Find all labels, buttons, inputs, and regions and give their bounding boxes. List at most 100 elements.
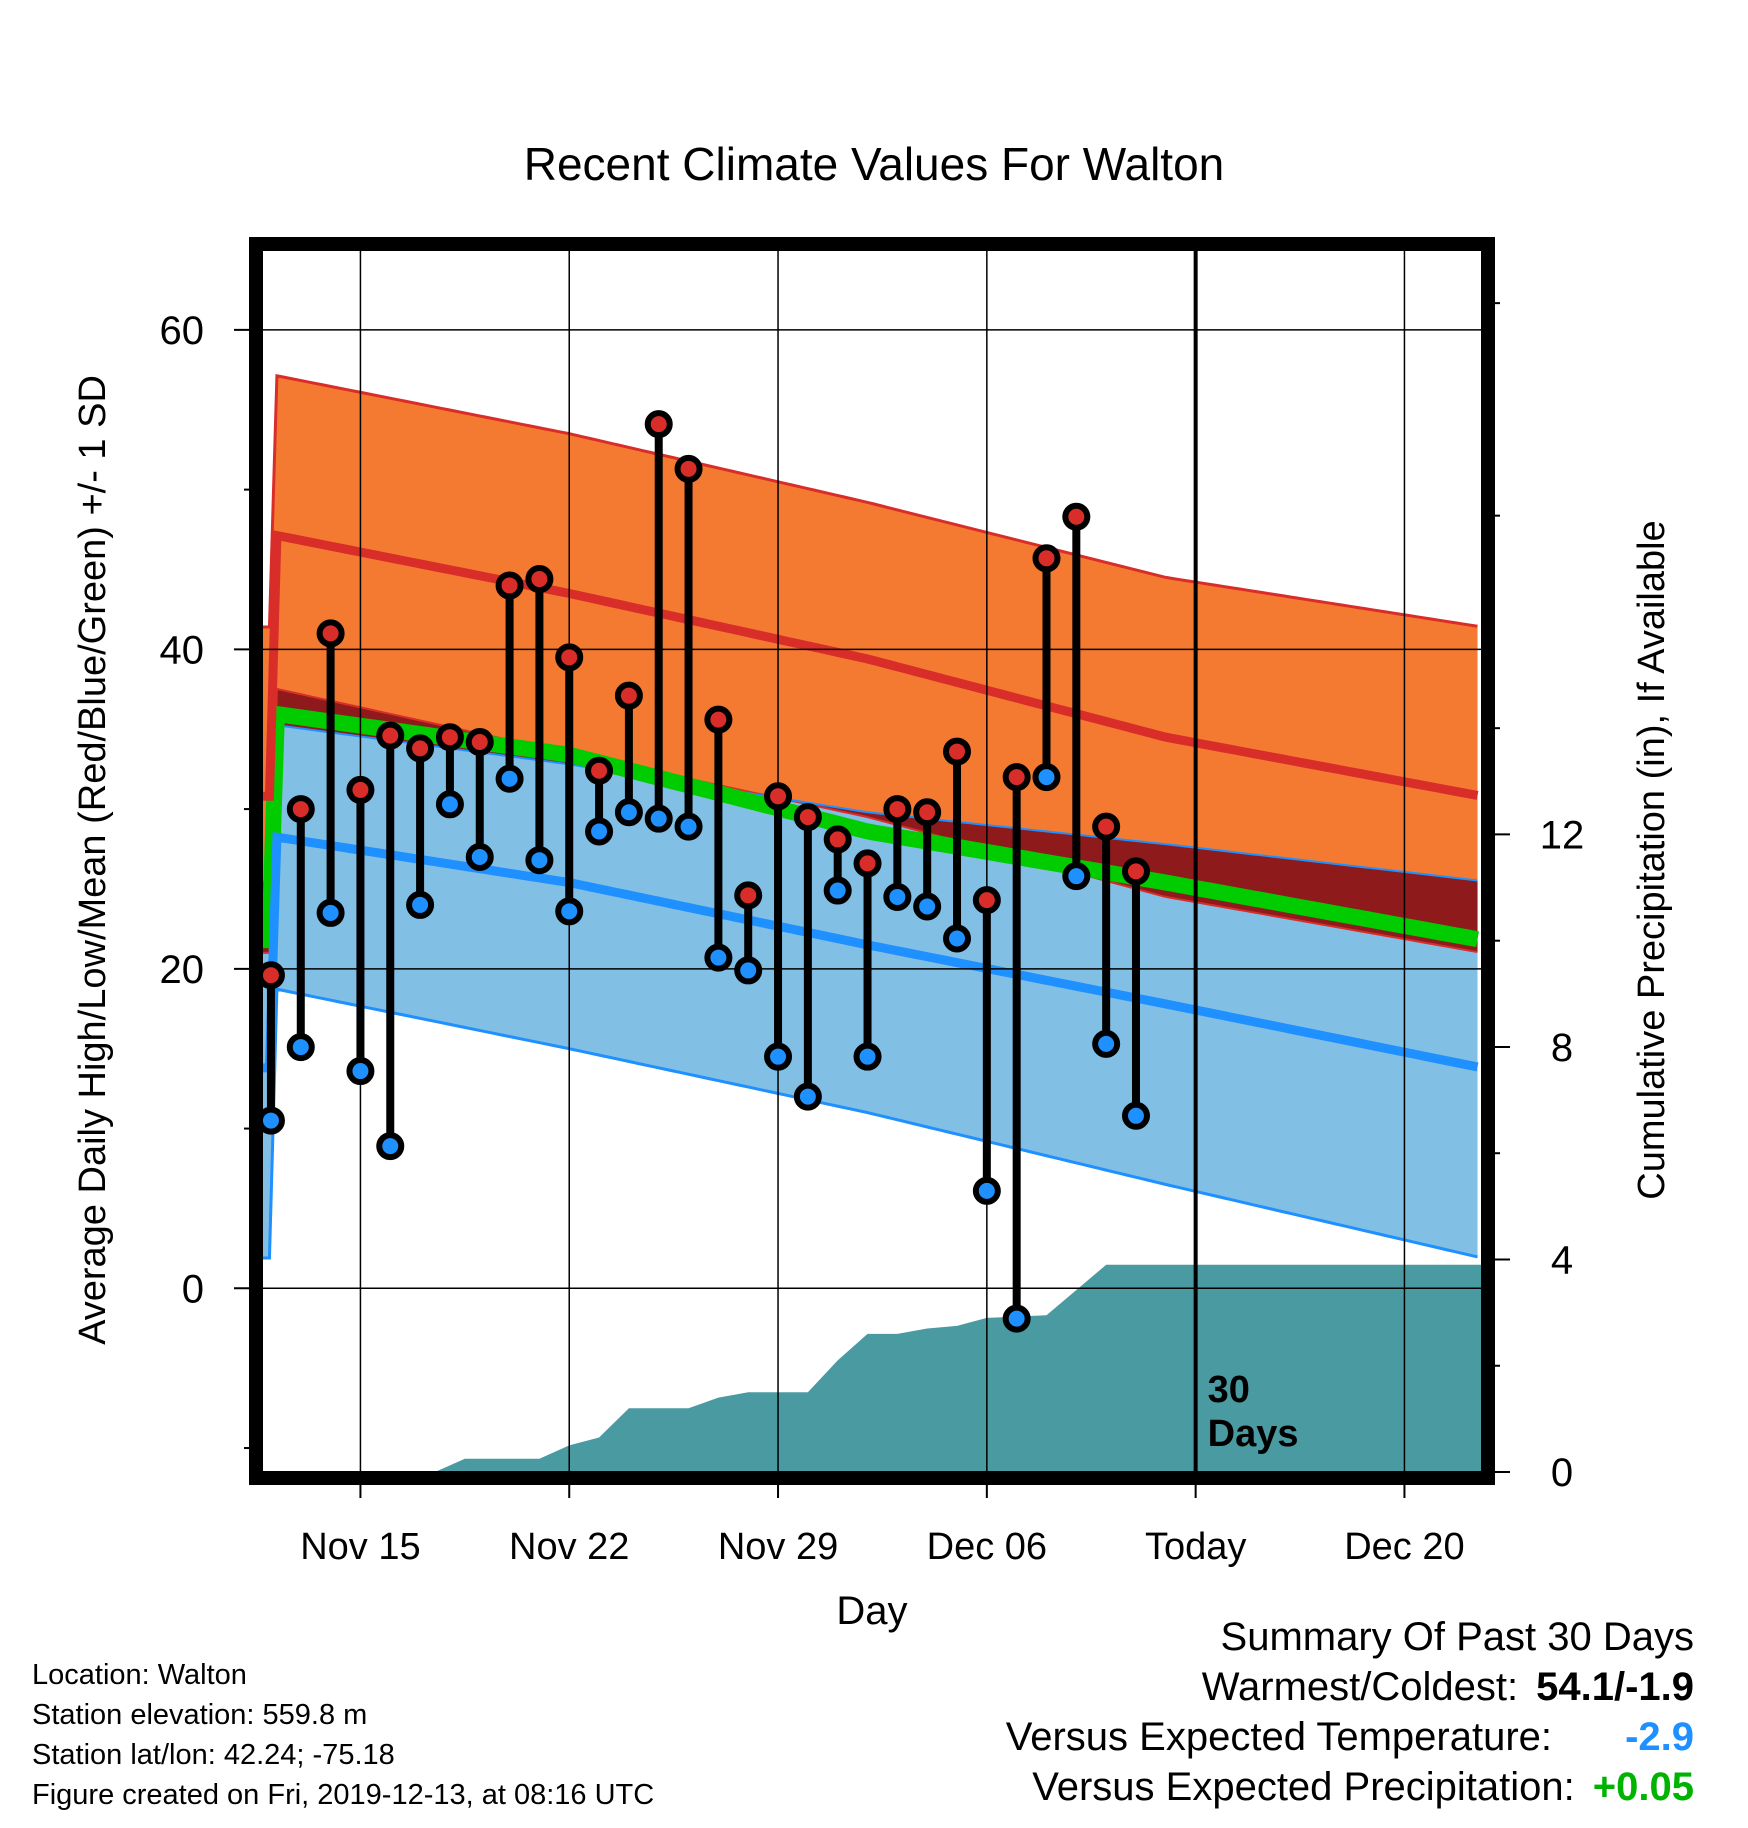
daily-high-point [853, 849, 882, 878]
location-text: Location: Walton [32, 1659, 247, 1691]
daily-high-point [1032, 544, 1061, 573]
today-annotation-line: 30 [1208, 1369, 1250, 1411]
x-tick-label: Today [1145, 1526, 1246, 1568]
daily-low-point [495, 764, 524, 793]
daily-low-point [614, 798, 643, 827]
daily-high-point [495, 571, 524, 600]
y-tick-label: 0 [182, 1267, 204, 1311]
x-tick-label: Dec 06 [927, 1526, 1047, 1568]
daily-high-point [435, 723, 464, 752]
daily-low-point [1092, 1029, 1121, 1058]
daily-low-point [316, 898, 345, 927]
today-annotation-line: Days [1208, 1413, 1299, 1455]
daily-low-point [256, 1106, 285, 1135]
x-tick-label: Nov 29 [718, 1526, 838, 1568]
daily-high-point [943, 737, 972, 766]
y2-tick-label: 8 [1551, 1026, 1573, 1070]
daily-temperature-marks [256, 410, 1150, 1333]
daily-high-point [823, 825, 852, 854]
high-sd-band [262, 375, 1478, 953]
daily-low-point [913, 892, 942, 921]
daily-low-point [286, 1033, 315, 1062]
y-tick-label: 20 [160, 948, 205, 992]
daily-high-point [764, 782, 793, 811]
temp-anomaly-value: -2.9 [1625, 1715, 1694, 1759]
daily-low-point [1002, 1304, 1031, 1333]
precip-label: Versus Expected Precipitation: [1032, 1765, 1575, 1809]
y2-axis-label: Cumulative Precipitation (in), If Availa… [1631, 520, 1673, 1199]
daily-low-point [585, 817, 614, 846]
plot-frame [249, 237, 1495, 1485]
latlon-text: Station lat/lon: 42.24; -75.18 [32, 1739, 395, 1771]
x-axis-label: Day [836, 1589, 907, 1633]
y2-tick-label: 4 [1551, 1238, 1573, 1282]
daily-high-point [913, 798, 942, 827]
daily-high-point [734, 881, 763, 910]
daily-low-point [823, 876, 852, 905]
daily-high-point [793, 803, 822, 832]
temp-label: Versus Expected Temperature: [1005, 1715, 1552, 1759]
daily-low-point [704, 943, 733, 972]
daily-high-point [465, 727, 494, 756]
daily-high-point [376, 721, 405, 750]
daily-low-point [793, 1082, 822, 1111]
daily-high-point [704, 705, 733, 734]
elevation-text: Station elevation: 559.8 m [32, 1699, 368, 1731]
today-annotation: 30 Days [1208, 1369, 1299, 1455]
average-high-line [262, 530, 1479, 801]
summary-precip-row: Versus Expected Precipitation: +0.05 [1006, 1762, 1694, 1812]
daily-high-point [316, 619, 345, 648]
x-tick-label: Nov 22 [509, 1526, 629, 1568]
daily-high-point [1002, 763, 1031, 792]
daily-high-point [1121, 857, 1150, 886]
daily-low-point [525, 846, 554, 875]
y-axis-label: Average Daily High/Low/Mean (Red/Blue/Gr… [72, 375, 114, 1345]
summary-panel: Summary Of Past 30 Days Warmest/Coldest:… [1006, 1612, 1694, 1812]
plot-area [262, 373, 1482, 1472]
y2-tick-label: 0 [1551, 1451, 1573, 1495]
daily-low-point [764, 1042, 793, 1071]
daily-high-point [883, 795, 912, 824]
low-plus-sd-line [262, 724, 1478, 882]
chart-title: Recent Climate Values For Walton [524, 138, 1225, 190]
daily-low-point [734, 956, 763, 985]
precip-area [270, 1264, 1482, 1472]
created-text: Figure created on Fri, 2019-12-13, at 08… [32, 1779, 655, 1811]
summary-warmest-row: Warmest/Coldest: 54.1/-1.9 [1006, 1662, 1694, 1712]
warmest-value: 54.1/-1.9 [1536, 1665, 1694, 1709]
daily-high-point [972, 886, 1001, 915]
daily-low-point [1121, 1101, 1150, 1130]
daily-low-point [555, 897, 584, 926]
daily-low-point [465, 843, 494, 872]
daily-low-point [853, 1042, 882, 1071]
daily-low-point [972, 1176, 1001, 1205]
daily-low-point [406, 890, 435, 919]
summary-temp-row: Versus Expected Temperature: -2.9 [1006, 1712, 1694, 1762]
summary-heading: Summary Of Past 30 Days [1220, 1615, 1694, 1659]
daily-low-point [376, 1132, 405, 1161]
daily-low-point [943, 924, 972, 953]
daily-high-point [1062, 502, 1091, 531]
daily-high-point [406, 734, 435, 763]
daily-high-point [256, 961, 285, 990]
daily-low-point [435, 790, 464, 819]
x-tick-label: Dec 20 [1344, 1526, 1464, 1568]
mean-line [262, 704, 1479, 949]
daily-low-point [1062, 862, 1091, 891]
daily-high-point [525, 565, 554, 594]
axes: Nov 15 Nov 22 Nov 29 Dec 06 Today Dec 2002040… [160, 237, 1584, 1568]
daily-low-point [346, 1057, 375, 1086]
high-minus-sd-line [262, 687, 1478, 954]
high-plus-sd-line [262, 373, 1478, 629]
daily-high-point [1092, 812, 1121, 841]
daily-high-point [346, 775, 375, 804]
daily-low-point [1032, 763, 1061, 792]
precip-anomaly-value: +0.05 [1592, 1765, 1694, 1809]
daily-high-point [674, 454, 703, 483]
daily-high-point [644, 410, 673, 439]
y-tick-label: 60 [160, 309, 205, 353]
daily-high-point [585, 756, 614, 785]
daily-low-point [644, 804, 673, 833]
daily-high-point [614, 681, 643, 710]
